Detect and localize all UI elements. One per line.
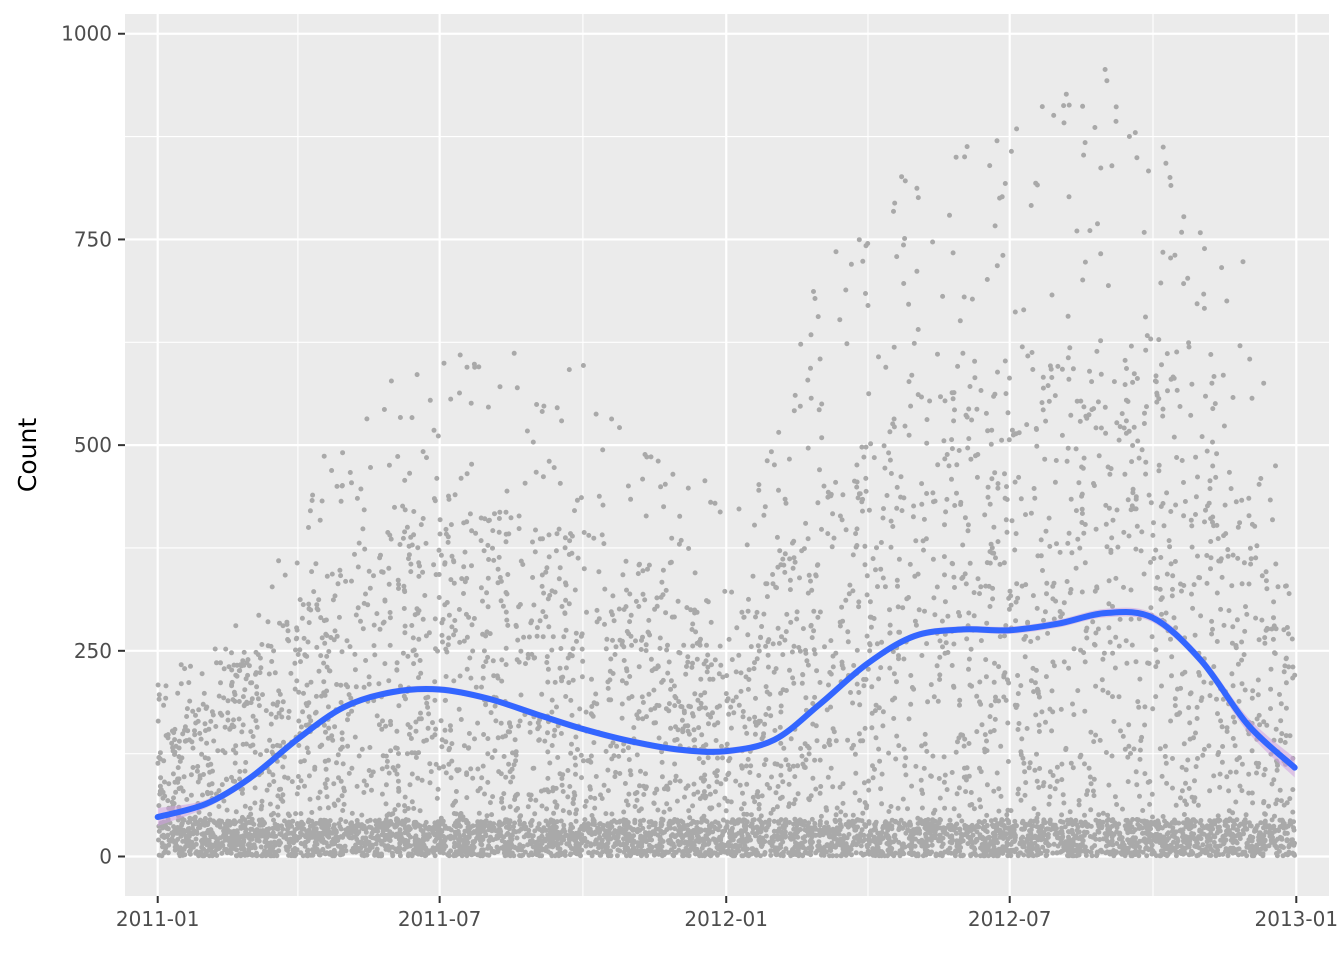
x-tick-label: 2012-01 (684, 907, 768, 931)
scatter-points (155, 67, 1298, 859)
x-tick-label: 2011-01 (116, 907, 200, 931)
smooth-line (154, 609, 1298, 820)
y-axis-title: Count (13, 418, 42, 492)
y-tick-label: 1000 (61, 22, 112, 46)
x-axis: 2011-01 2011-07 2012-01 2012-07 2013-01 (116, 896, 1338, 931)
x-tick-label: 2013-01 (1255, 907, 1339, 931)
smooth-trend (154, 607, 1298, 827)
y-tick-label: 500 (74, 433, 112, 457)
x-tick-label: 2011-07 (398, 907, 482, 931)
x-tick-label: 2012-07 (968, 907, 1052, 931)
y-tick-label: 750 (74, 227, 112, 251)
y-tick-label: 0 (99, 845, 112, 869)
y-tick-label: 250 (74, 639, 112, 663)
scatter-point-cloud (155, 67, 1298, 859)
major-gridlines (125, 14, 1329, 896)
y-axis: 0 250 500 750 1000 (61, 22, 125, 869)
